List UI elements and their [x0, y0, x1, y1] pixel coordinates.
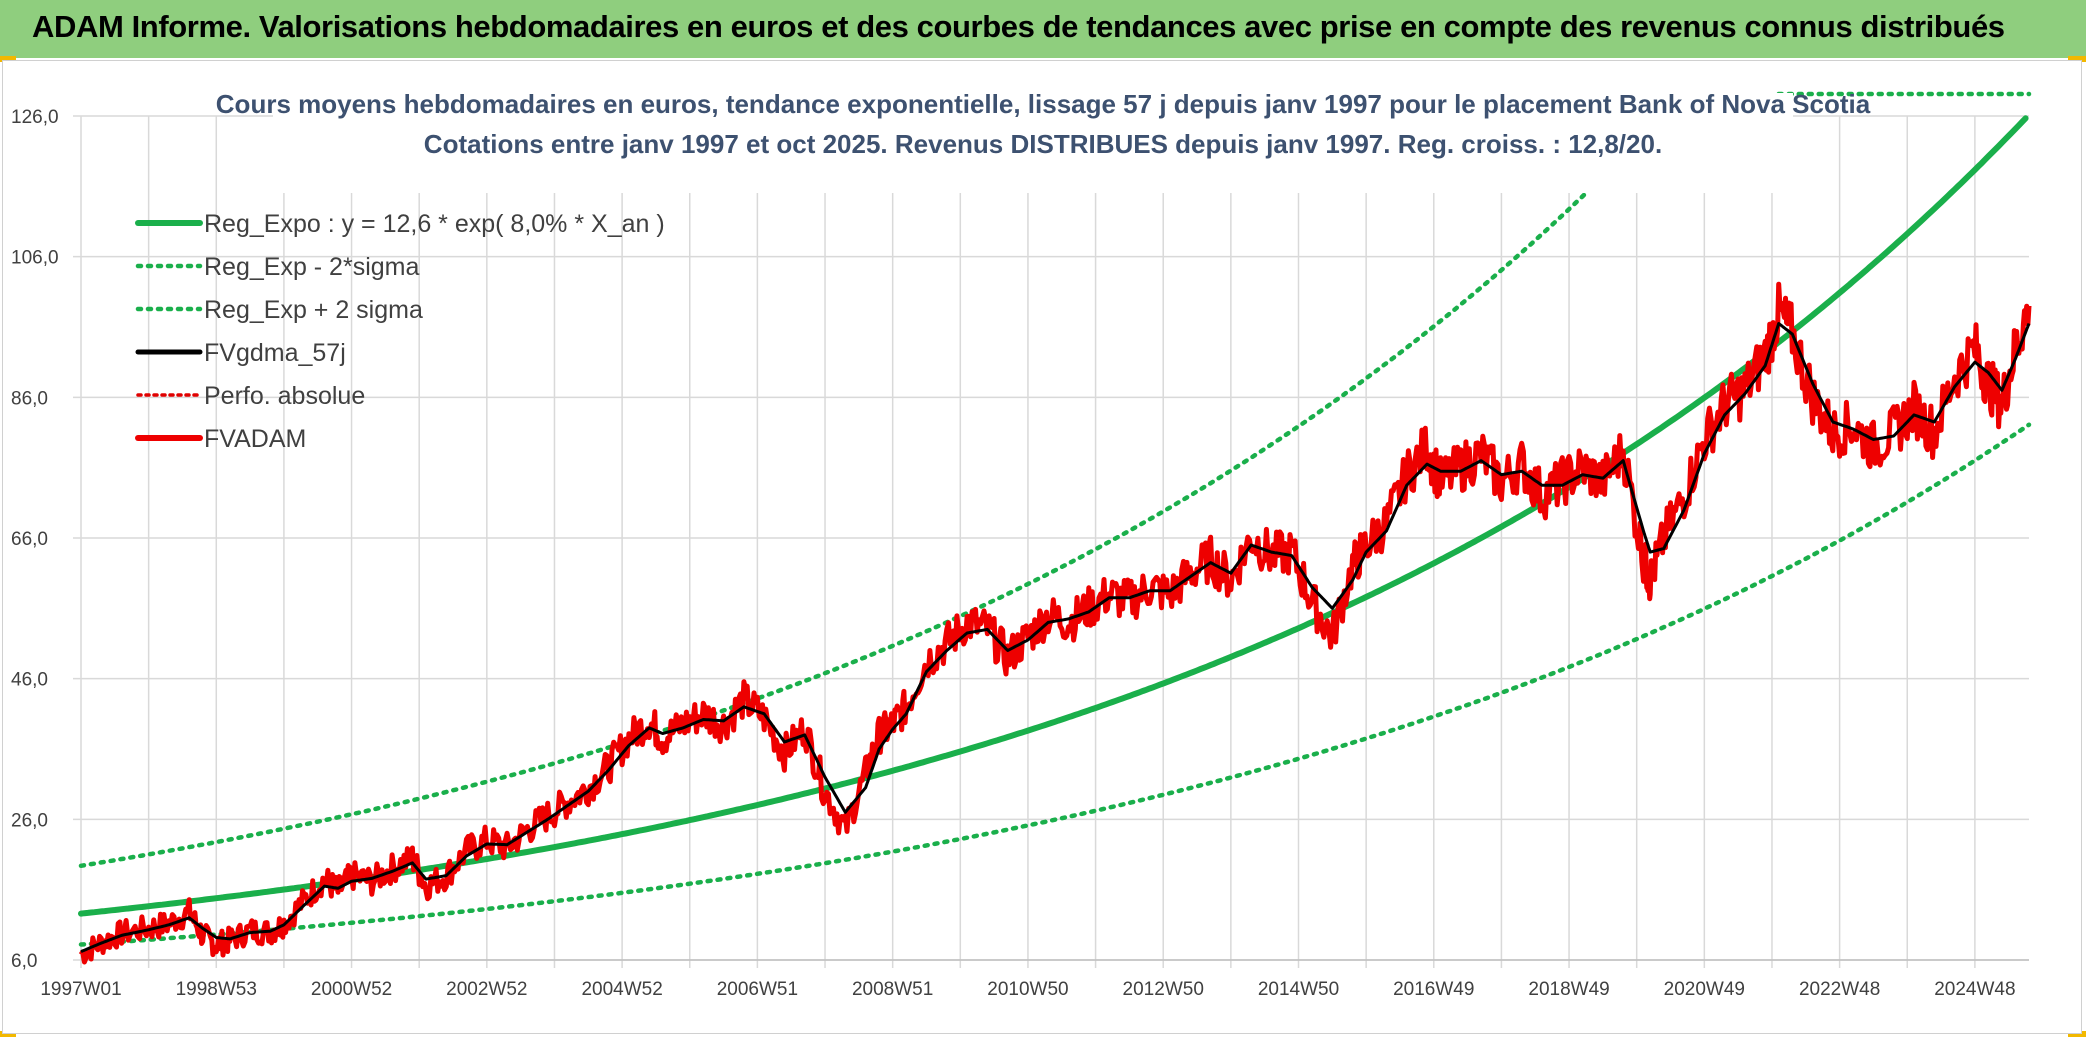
y-tick-label: 126,0 — [11, 107, 59, 128]
y-tick-label: 26,0 — [11, 810, 48, 831]
x-tick-label: 2008W51 — [852, 979, 933, 1000]
title-background — [273, 93, 1793, 193]
legend: Reg_Expo : y = 12,6 * exp( 8,0% * X_an )… — [135, 210, 665, 453]
x-tick-label: 1998W53 — [176, 979, 257, 1000]
x-tick-label: 2020W49 — [1664, 979, 1745, 1000]
y-tick-label: 66,0 — [11, 529, 48, 550]
x-tick-label: 2010W50 — [987, 979, 1068, 1000]
corner-marker-top-right — [2068, 56, 2086, 62]
report-banner: ADAM Informe. Valorisations hebdomadaire… — [0, 0, 2086, 58]
x-tick-label: 2022W48 — [1799, 979, 1880, 1000]
y-tick-label: 6,0 — [11, 951, 37, 972]
grid — [73, 115, 2029, 968]
series — [78, 91, 2032, 965]
x-tick-label: 1997W01 — [40, 979, 121, 1000]
legend-label-fvadam: FVADAM — [204, 425, 306, 453]
x-tick-label: 2006W51 — [717, 979, 798, 1000]
y-tick-label: 46,0 — [11, 670, 48, 691]
chart-area: 6,0 26,0 46,0 66,0 86,0 106,0 126,0 1997W01 1998… — [2, 60, 2082, 1034]
x-tick-label: 2014W50 — [1258, 979, 1339, 1000]
series-fvgdma-57j — [80, 322, 2031, 953]
y-tick-label: 86,0 — [11, 388, 48, 409]
legend-label-fvgdma: FVgdma_57j — [204, 339, 346, 367]
x-tick-label: 2004W52 — [581, 979, 662, 1000]
series-reg-exp-minus-2sigma — [78, 422, 2032, 947]
legend-label-reg_plus: Reg_Exp + 2 sigma — [204, 296, 423, 324]
y-tick-label: 106,0 — [11, 248, 59, 269]
corner-marker-bottom-right — [2068, 1031, 2086, 1037]
trend-chart: 6,0 26,0 46,0 66,0 86,0 106,0 126,0 1997W01 1998… — [11, 89, 2032, 1000]
chart-subtitle: Cotations entre janv 1997 et oct 2025. R… — [424, 129, 1662, 159]
x-tick-label: 2018W49 — [1528, 979, 1609, 1000]
series-reg-expo — [78, 115, 2029, 917]
x-tick-label: 2024W48 — [1934, 979, 2015, 1000]
corner-marker-top-left — [0, 56, 16, 62]
chart-title: Cours moyens hebdomadaires en euros, ten… — [216, 89, 1871, 119]
legend-label-reg_expo: Reg_Expo : y = 12,6 * exp( 8,0% * X_an ) — [204, 210, 665, 238]
legend-label-perfo: Perfo. absolue — [204, 382, 365, 410]
series-reg-exp-plus-2sigma — [78, 116, 1663, 869]
x-tick-label: 2002W52 — [446, 979, 527, 1000]
report-title: ADAM Informe. Valorisations hebdomadaire… — [32, 9, 2005, 44]
x-tick-label: 2016W49 — [1393, 979, 1474, 1000]
axes: 6,0 26,0 46,0 66,0 86,0 106,0 126,0 1997W01 1998… — [11, 107, 2029, 1000]
legend-label-reg_minus: Reg_Exp - 2*sigma — [204, 253, 419, 281]
x-tick-label: 2012W50 — [1123, 979, 1204, 1000]
corner-marker-bottom-left — [0, 1031, 16, 1037]
x-tick-label: 2000W52 — [311, 979, 392, 1000]
series-fvadam — [78, 281, 2032, 965]
